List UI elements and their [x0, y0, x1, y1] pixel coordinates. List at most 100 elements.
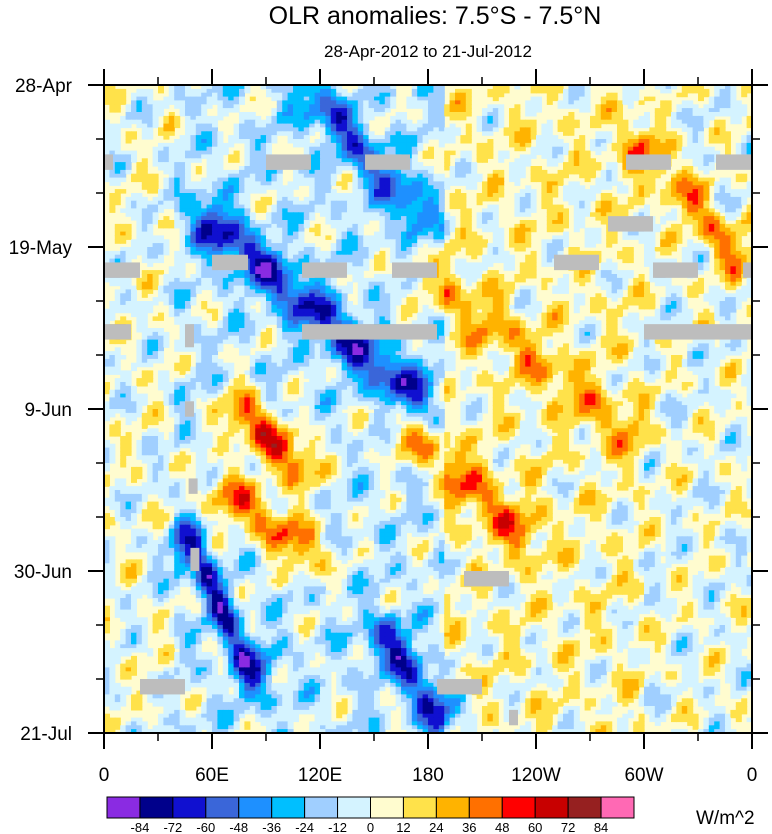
anomaly-cell [606, 285, 613, 291]
anomaly-cell [222, 235, 229, 240]
anomaly-cell [131, 200, 137, 206]
anomaly-cell [309, 181, 316, 186]
anomaly-cell [433, 177, 440, 183]
anomaly-cell [168, 166, 175, 171]
anomaly-cell [298, 181, 305, 186]
anomaly-cell [730, 266, 737, 271]
anomaly-cell [374, 177, 380, 183]
anomaly-cell [249, 135, 256, 140]
anomaly-cell [622, 173, 629, 179]
anomaly-cell [568, 169, 575, 175]
anomaly-cell [719, 108, 726, 113]
anomaly-cell [525, 142, 532, 148]
anomaly-cell [438, 100, 445, 105]
anomaly-cell [190, 112, 197, 117]
anomaly-cell [509, 135, 515, 140]
anomaly-cell [671, 173, 677, 179]
anomaly-cell [633, 135, 640, 140]
anomaly-cell [325, 177, 332, 183]
anomaly-cell [217, 212, 224, 217]
anomaly-cell [654, 150, 661, 156]
anomaly-cell [109, 100, 116, 105]
anomaly-cell [141, 212, 148, 217]
anomaly-cell [482, 285, 488, 291]
anomaly-cell [174, 223, 181, 229]
anomaly-cell [546, 220, 553, 225]
anomaly-cell [266, 88, 272, 94]
anomaly-cell [314, 88, 321, 94]
anomaly-cell [368, 150, 375, 156]
anomaly-cell [649, 131, 656, 136]
anomaly-cell [730, 227, 737, 233]
anomaly-cell [325, 115, 332, 121]
anomaly-cell [309, 150, 316, 156]
anomaly-cell [206, 169, 213, 175]
anomaly-cell [201, 247, 208, 252]
anomaly-cell [298, 285, 305, 291]
anomaly-cell [131, 112, 137, 117]
anomaly-cell [314, 297, 321, 302]
anomaly-cell [206, 270, 213, 275]
anomaly-cell [649, 270, 656, 275]
anomaly-cell [114, 231, 121, 237]
anomaly-cell [401, 135, 407, 140]
anomaly-cell [293, 231, 299, 237]
anomaly-cell [595, 216, 602, 221]
anomaly-cell [147, 173, 154, 179]
anomaly-cell [174, 166, 181, 171]
anomaly-cell [498, 189, 505, 194]
anomaly-cell [201, 254, 208, 260]
anomaly-cell [671, 112, 677, 117]
anomaly-cell [293, 200, 299, 206]
anomaly-cell [217, 277, 224, 283]
anomaly-cell [719, 196, 726, 202]
anomaly-cell [406, 104, 413, 109]
anomaly-cell [579, 158, 586, 163]
anomaly-cell [730, 88, 737, 94]
anomaly-cell [573, 162, 580, 167]
anomaly-cell [325, 166, 332, 171]
anomaly-cell [201, 301, 208, 306]
anomaly-cell [379, 92, 386, 98]
anomaly-cell [541, 142, 548, 148]
anomaly-cell [514, 115, 521, 121]
anomaly-cell [125, 293, 132, 298]
anomaly-cell [698, 119, 704, 125]
anomaly-cell [746, 88, 752, 94]
anomaly-cell [465, 231, 472, 237]
anomaly-cell [271, 169, 278, 175]
anomaly-cell [584, 204, 591, 210]
anomaly-cell [152, 239, 159, 244]
anomaly-cell [190, 104, 197, 109]
anomaly-cell [492, 173, 499, 179]
anomaly-cell [552, 85, 559, 90]
anomaly-cell [401, 173, 407, 179]
anomaly-cell [384, 181, 391, 186]
anomaly-cell [476, 297, 483, 302]
anomaly-cell [336, 196, 343, 202]
anomaly-cell [271, 297, 278, 302]
anomaly-cell [649, 146, 656, 152]
anomaly-cell [352, 250, 359, 256]
anomaly-cell [352, 185, 359, 190]
anomaly-cell [201, 243, 208, 248]
anomaly-cell [179, 177, 186, 183]
anomaly-cell [654, 123, 661, 129]
anomaly-cell [179, 277, 186, 283]
anomaly-cell [368, 108, 375, 113]
anomaly-cell [487, 108, 494, 113]
anomaly-cell [541, 258, 548, 264]
anomaly-cell [320, 204, 326, 210]
anomaly-cell [719, 123, 726, 129]
anomaly-cell [676, 231, 683, 237]
anomaly-cell [482, 208, 488, 213]
anomaly-cell [617, 123, 623, 129]
anomaly-cell [336, 158, 343, 163]
anomaly-cell [617, 104, 623, 109]
anomaly-cell [201, 177, 208, 183]
anomaly-cell [476, 146, 483, 152]
anomaly-cell [460, 200, 467, 206]
anomaly-cell [487, 293, 494, 298]
anomaly-cell [303, 196, 310, 202]
anomaly-cell [276, 181, 283, 186]
